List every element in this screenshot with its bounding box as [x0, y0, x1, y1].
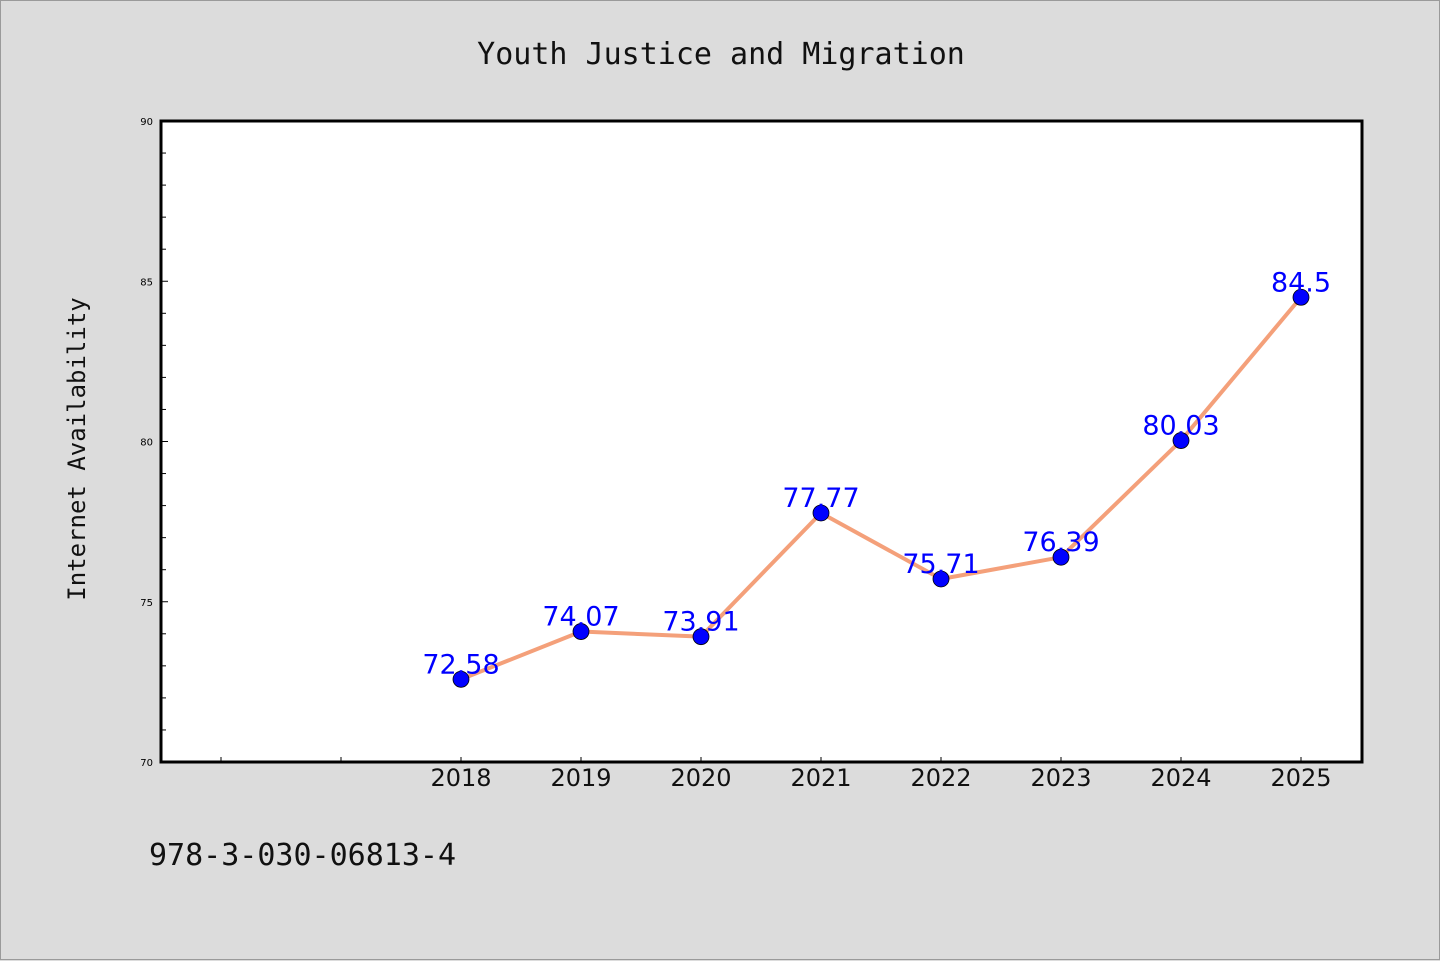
x-axis: 2018 2019 2020 2021 2022 2023 2024 2025 [220, 757, 1332, 792]
x-tick-label: 2022 [910, 764, 971, 792]
isbn-text: 978-3-030-06813-4 [149, 838, 456, 873]
y-tick-label: 75 [140, 598, 153, 609]
x-tick-label: 2023 [1030, 764, 1091, 792]
plot-area [159, 119, 1364, 764]
chart-title: Youth Justice and Migration [477, 37, 965, 72]
data-point-marker [452, 670, 470, 688]
x-tick-label: 2019 [550, 764, 611, 792]
y-tick-label: 90 [140, 117, 153, 128]
y-tick-label: 70 [140, 758, 153, 769]
data-point-marker [1052, 548, 1070, 566]
x-tick-label: 2025 [1270, 764, 1331, 792]
data-label: 72.58 [422, 649, 499, 680]
data-label: 73.91 [662, 607, 739, 638]
data-label: 84.5 [1271, 267, 1331, 298]
x-tick-label: 2020 [670, 764, 731, 792]
y-axis: 70 75 80 85 90 [140, 117, 168, 769]
series-line [460, 295, 1303, 682]
x-tick-label: 2021 [790, 764, 851, 792]
y-tick-label: 80 [140, 438, 153, 449]
data-point-marker [1172, 432, 1190, 449]
marker-group [452, 288, 1310, 688]
y-axis-label: Internet Availability [63, 297, 91, 600]
data-label-group: 72.58 74.07 73.91 77.77 75.71 76.39 80.03 84.5 [422, 267, 1331, 680]
data-point-marker [812, 504, 830, 522]
data-label: 74.07 [542, 602, 619, 633]
x-tick-label: 2024 [1150, 764, 1211, 792]
y-tick-label: 85 [140, 277, 153, 288]
data-label: 75.71 [902, 549, 979, 580]
x-tick-label: 2018 [430, 764, 491, 792]
data-point-marker [572, 623, 590, 640]
data-point-marker [692, 628, 710, 646]
data-point-marker [932, 570, 950, 588]
series-line-group [460, 295, 1303, 682]
data-point-marker [1292, 288, 1310, 306]
data-label: 80.03 [1142, 411, 1219, 442]
data-label: 77.77 [782, 483, 859, 514]
data-label: 76.39 [1022, 527, 1099, 558]
